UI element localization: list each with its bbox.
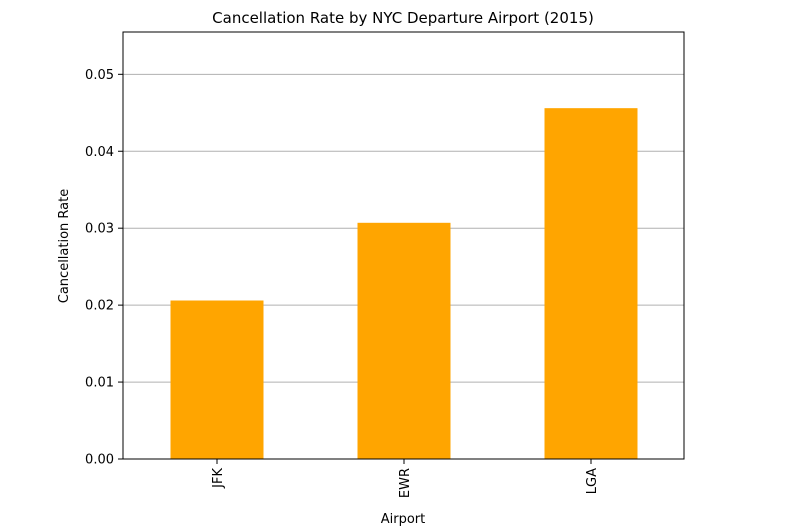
y-tick-label: 0.03 (85, 222, 114, 237)
y-tick-label: 0.02 (85, 299, 114, 314)
bar-lga (544, 108, 638, 459)
bars (170, 108, 638, 459)
y-tick-label: 0.00 (85, 453, 114, 468)
x-tick-label: LGA (585, 468, 600, 494)
bar-ewr (357, 222, 451, 459)
y-tick-label: 0.01 (85, 376, 114, 391)
x-axis-ticks: JFK EWR LGA (211, 459, 600, 498)
x-tick-label: JFK (211, 468, 226, 489)
y-tick-label: 0.05 (85, 68, 114, 83)
bar-jfk (170, 300, 264, 459)
x-axis-label: Airport (381, 512, 426, 527)
x-tick-label: EWR (398, 468, 413, 498)
chart-title: Cancellation Rate by NYC Departure Airpo… (212, 9, 594, 27)
y-tick-label: 0.04 (85, 145, 114, 160)
y-axis-label: Cancellation Rate (57, 189, 72, 303)
y-axis-ticks: 0.00 0.01 0.02 0.03 0.04 0.05 (85, 68, 123, 468)
